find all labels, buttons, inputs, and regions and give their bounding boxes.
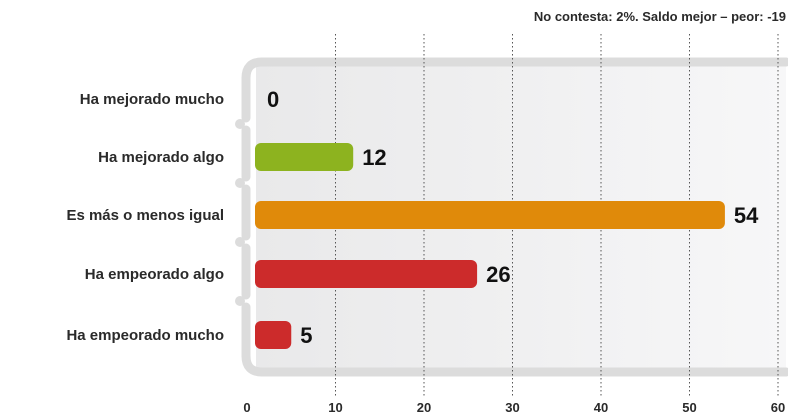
value-label-0: 0 (267, 87, 279, 112)
value-label-3: 26 (486, 262, 510, 287)
frame-notch-2 (235, 237, 245, 247)
x-tick-label-40: 40 (594, 400, 608, 415)
bar-1 (255, 143, 354, 171)
chart-note: No contesta: 2%. Saldo mejor – peor: -19 (534, 9, 786, 24)
x-tick-label-30: 30 (505, 400, 519, 415)
value-label-1: 12 (362, 145, 386, 170)
x-tick-label-60: 60 (771, 400, 785, 415)
value-labels: 0 12 54 26 5 (267, 87, 759, 348)
plot-frame (241, 57, 788, 377)
x-tick-label-20: 20 (417, 400, 431, 415)
category-label-0: Ha mejorado mucho (80, 91, 224, 108)
x-tick-label-0: 0 (243, 400, 250, 415)
bar-2 (255, 201, 725, 229)
value-label-2: 54 (734, 203, 759, 228)
value-label-4: 5 (300, 323, 312, 348)
x-axis-ticks: 0 10 20 30 40 50 60 (243, 400, 785, 415)
frame-notch-0 (235, 119, 245, 129)
category-labels: Ha mejorado mucho Ha mejorado algo Es más … (66, 91, 224, 344)
frame-notch-1 (235, 178, 245, 188)
bars (255, 143, 725, 349)
category-label-3: Ha empeorado algo (85, 266, 224, 283)
frame-notch-3 (235, 296, 245, 306)
category-label-2: Es más o menos igual (66, 207, 224, 224)
category-label-4: Ha empeorado mucho (66, 327, 224, 344)
x-tick-label-10: 10 (328, 400, 342, 415)
x-tick-label-50: 50 (682, 400, 696, 415)
category-label-1: Ha mejorado algo (98, 149, 224, 166)
bar-3 (255, 260, 478, 288)
bar-4 (255, 321, 292, 349)
